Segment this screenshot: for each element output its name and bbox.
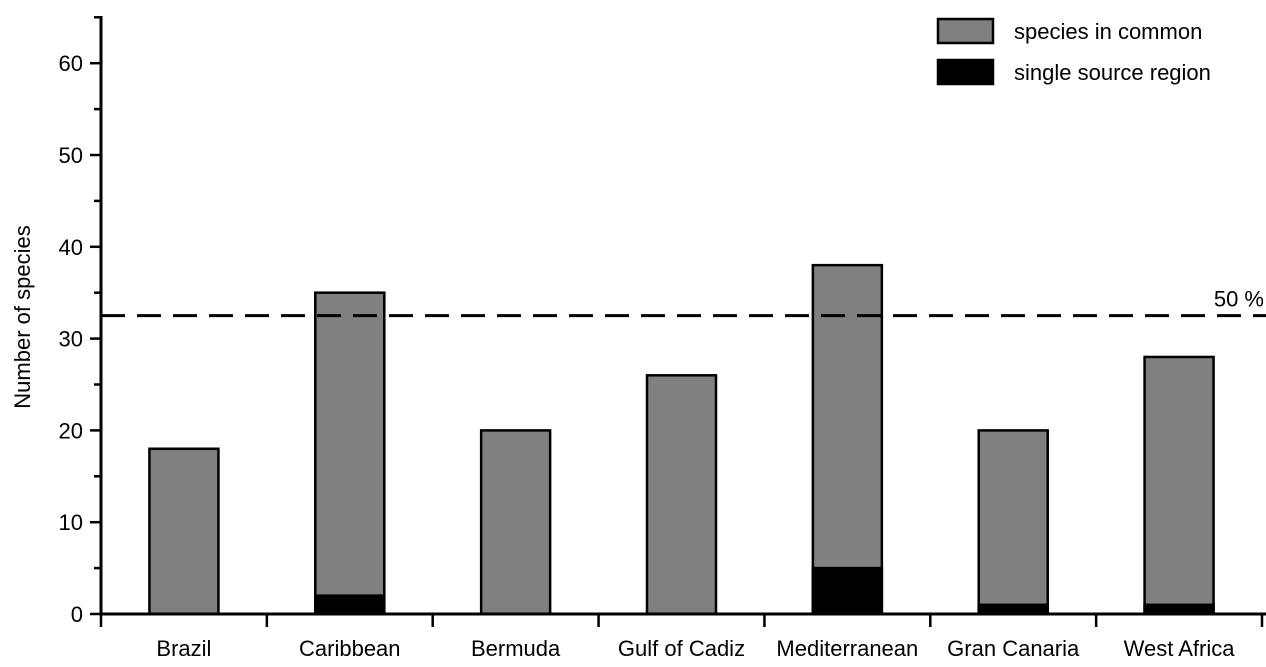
y-tick-label: 50 [59, 143, 83, 168]
legend-swatch-single-source-region [936, 58, 995, 86]
y-tick-label: 0 [71, 602, 83, 627]
y-tick-label: 40 [59, 235, 83, 260]
bar-gran-canaria [977, 429, 1049, 616]
reference-line-label: 50 % [1214, 287, 1264, 312]
x-tick-label: Gulf of Cadiz [618, 636, 745, 661]
bars-layer [148, 263, 1215, 616]
x-tick-label: West Africa [1124, 636, 1236, 661]
bar-gulf-of-cadiz [645, 374, 718, 616]
y-tick-label: 60 [59, 51, 83, 76]
y-tick-label: 30 [59, 327, 83, 352]
y-tick-label: 10 [59, 510, 83, 535]
x-tick-label: Bermuda [471, 636, 561, 661]
legend-label: species in common [1014, 19, 1202, 44]
bar-mediterranean [811, 263, 884, 616]
legend: species in common single source region [936, 17, 1211, 86]
legend-label: single source region [1014, 60, 1211, 85]
x-tick-label: Mediterranean [776, 636, 918, 661]
y-tick-label: 20 [59, 418, 83, 443]
bar-single-caribbean [314, 594, 386, 616]
x-tick-label: Brazil [156, 636, 211, 661]
legend-swatch-species-in-common [936, 17, 995, 45]
bar-bermuda [479, 429, 552, 616]
y-axis-title: Number of species [10, 225, 35, 408]
bar-single-mediterranean [811, 566, 884, 616]
x-tick-label: Caribbean [299, 636, 401, 661]
bar-west-africa [1143, 355, 1215, 616]
bar-caribbean [314, 291, 386, 616]
reference-line-layer: 50 % [101, 287, 1266, 318]
bar-brazil [148, 447, 220, 616]
x-tick-label: Gran Canaria [947, 636, 1080, 661]
axes-layer: Brazil Caribbean Bermuda Gulf of Cadiz Medit… [59, 16, 1266, 661]
